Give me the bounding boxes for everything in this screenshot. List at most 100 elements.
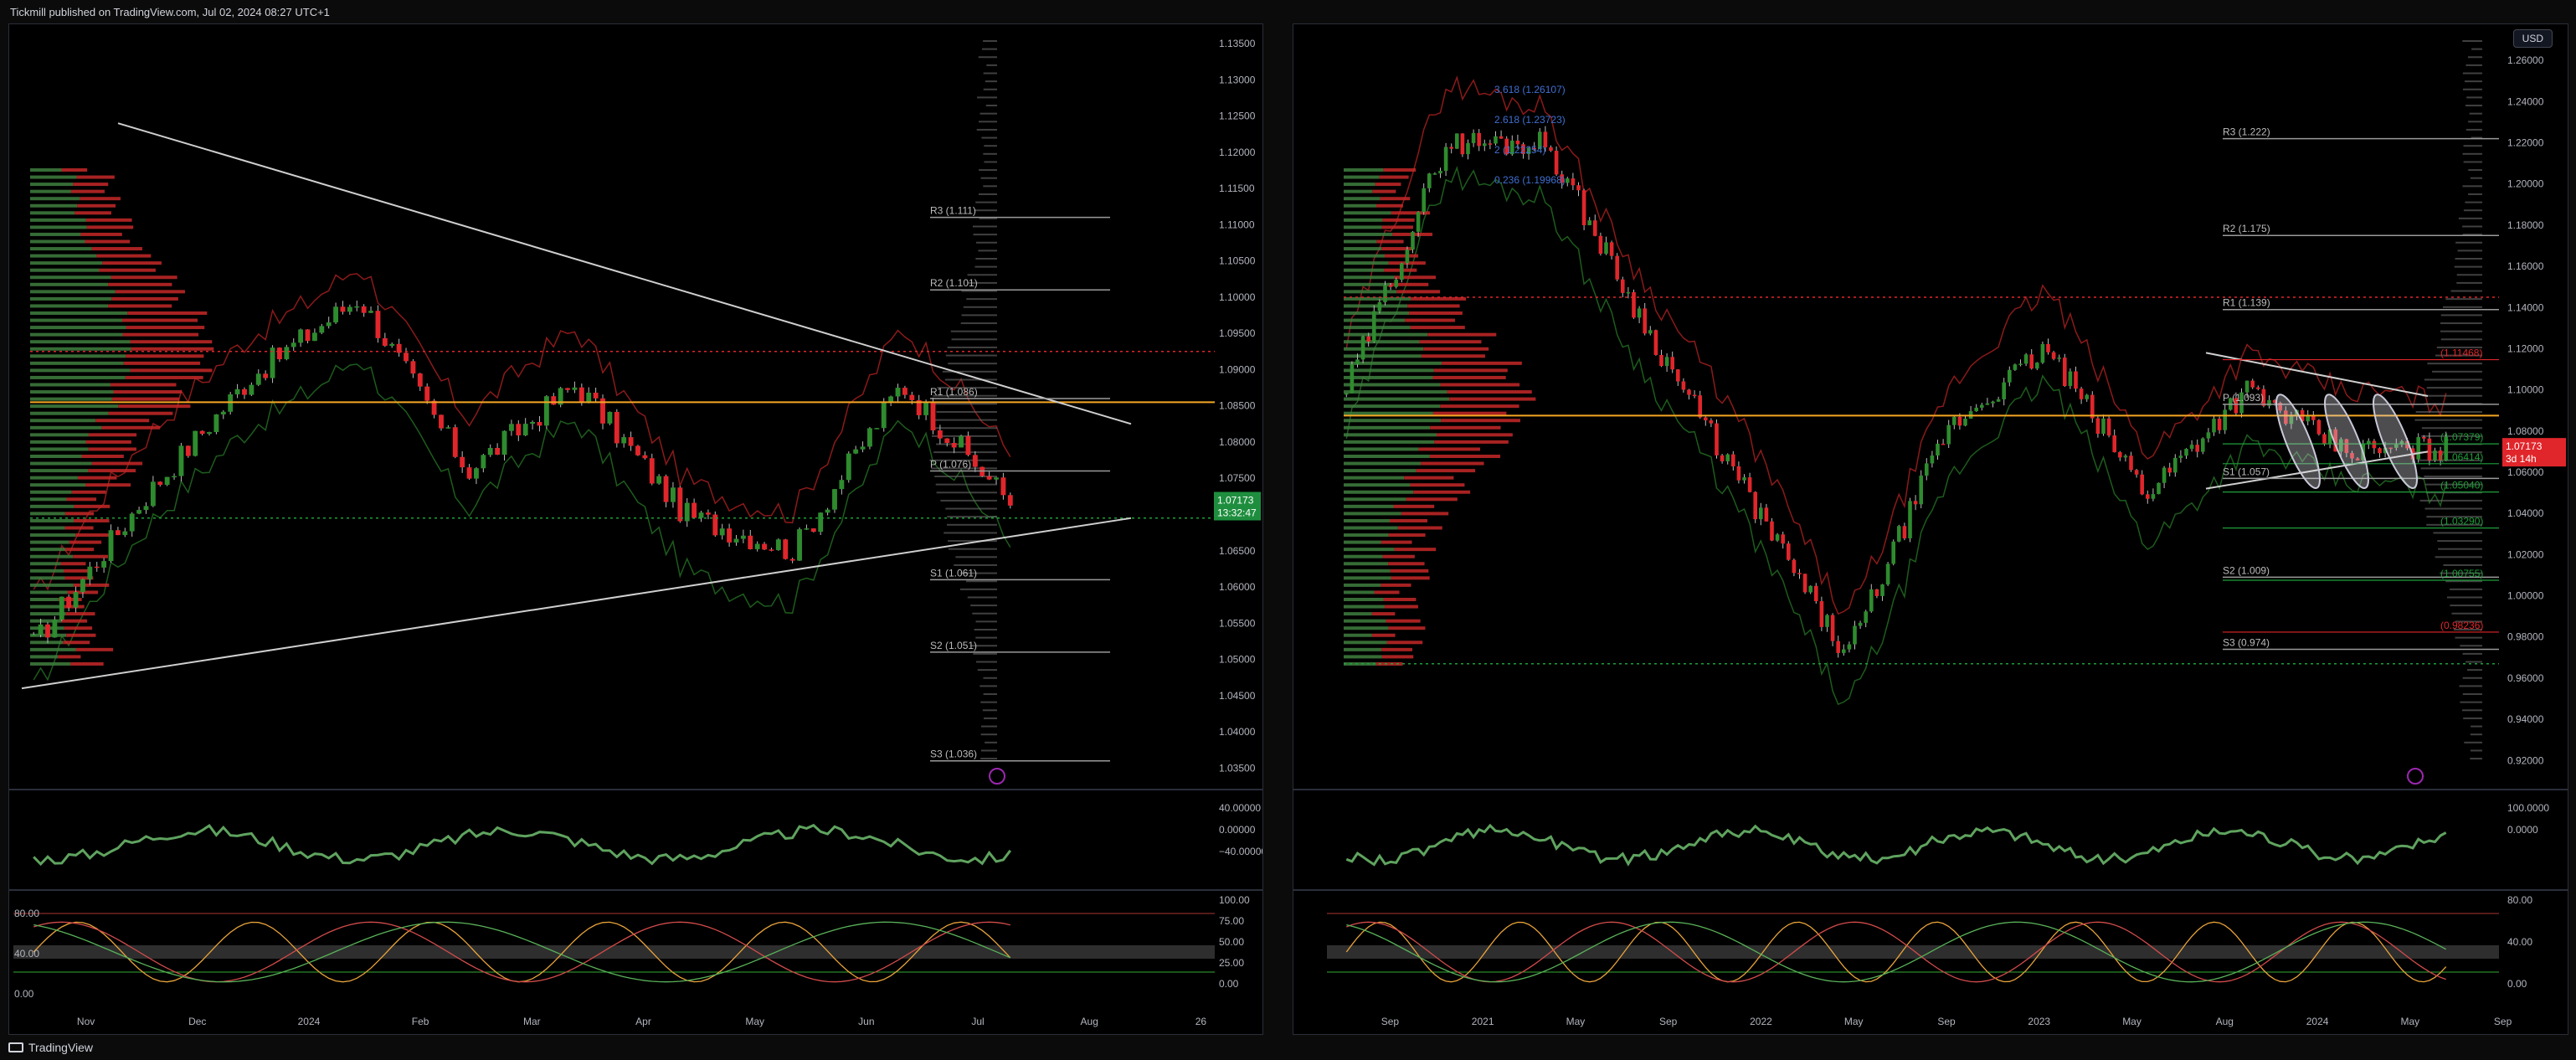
volume-profile-bar: [1410, 483, 1465, 487]
candle-body: [1560, 174, 1565, 183]
volume-histogram-bar: [935, 483, 997, 486]
candle-body: [1675, 369, 1680, 382]
candle-body: [2217, 419, 2222, 430]
last-price-badge: [2502, 438, 2566, 467]
volume-histogram-bar: [2471, 48, 2482, 50]
last-price-timer: 13:32:47: [1217, 507, 1257, 519]
volume-profile-bar: [64, 548, 95, 552]
volume-histogram-bar: [2421, 427, 2482, 430]
annotation-level-label: (1.11468): [2440, 347, 2482, 359]
currency-selector[interactable]: USD: [2512, 29, 2553, 48]
volume-profile-bar: [30, 347, 131, 351]
candle-body: [2239, 392, 2244, 414]
candle-body: [185, 445, 191, 456]
candle-body: [1609, 242, 1614, 256]
volume-profile-bar: [1382, 218, 1415, 222]
candle-body: [1786, 543, 1791, 560]
candle-body: [1957, 416, 1962, 426]
volume-histogram-bar: [944, 532, 997, 534]
volume-profile-bar: [80, 232, 122, 236]
volume-profile-bar: [1372, 189, 1396, 193]
stoch-line: [1346, 921, 2447, 983]
candle-body: [284, 347, 290, 360]
left-chart-svg[interactable]: 1.13500 1.13000 1.12500 1.12000 1.11500 1.110…: [9, 24, 1262, 1034]
volume-profile-bar: [1344, 419, 1442, 423]
volume-histogram-bar: [2462, 152, 2482, 155]
volume-profile-bar: [1344, 626, 1389, 630]
chart-panel-left[interactable]: 1.13500 1.13000 1.12500 1.12000 1.11500 1.110…: [8, 23, 1263, 1035]
volume-histogram-bar: [2432, 370, 2482, 373]
candle-body: [1422, 188, 1427, 213]
candle-body: [656, 476, 662, 484]
tradingview-logo[interactable]: TradingView: [8, 1041, 93, 1054]
volume-histogram-bar: [2468, 121, 2482, 123]
volume-profile-bar: [30, 318, 123, 322]
pivot-level-label: S3 (1.036): [930, 749, 977, 760]
volume-histogram-bar: [2471, 725, 2482, 728]
last-price-badge: [1214, 491, 1261, 521]
candle-body: [1576, 185, 1581, 191]
price-tick-label: 0.92000: [2507, 754, 2544, 766]
volume-profile-bar: [30, 647, 76, 651]
volume-profile-bar: [1407, 304, 1460, 308]
candle-body: [1416, 212, 1421, 232]
volume-profile-bar: [1376, 239, 1404, 244]
candle-body: [2289, 414, 2294, 425]
volume-profile-bar: [30, 504, 75, 508]
price-tick-label: 1.11500: [1219, 183, 1255, 194]
stoch-midband: [1327, 945, 2499, 959]
highlight-ellipse: [2275, 394, 2321, 489]
candle-body: [2438, 450, 2443, 461]
candle-body: [839, 480, 845, 490]
highlight-ellipse: [2373, 394, 2418, 489]
candle-body: [846, 453, 851, 481]
volume-histogram-bar: [947, 516, 997, 518]
candle-body: [1753, 491, 1758, 520]
volume-histogram-bar: [2462, 185, 2482, 188]
stoch-tick-label: 75.00: [1219, 915, 1244, 927]
candle-body: [692, 502, 697, 518]
volume-histogram-bar: [977, 669, 997, 672]
volume-profile-bar: [30, 483, 86, 487]
candle-body: [2167, 467, 2172, 473]
volume-histogram-bar: [933, 451, 997, 454]
volume-profile-bar: [1390, 282, 1429, 286]
volume-histogram-bar: [2424, 507, 2482, 510]
candle-body: [1565, 178, 1570, 183]
candle-body: [340, 306, 346, 312]
price-tick-label: 1.06500: [1219, 545, 1256, 557]
candle-body: [2433, 450, 2437, 461]
candle-body: [2195, 445, 2200, 452]
candle-body: [600, 398, 605, 424]
candle-body: [1775, 534, 1780, 541]
price-tick-label: 1.02000: [2507, 548, 2544, 560]
volume-profile-bar: [1344, 661, 1376, 666]
volume-profile-bar: [118, 404, 191, 409]
price-tick-label: 1.03500: [1219, 762, 1256, 774]
volume-profile-bar: [1344, 183, 1375, 187]
volume-profile-bar: [1344, 483, 1411, 487]
volume-profile-bar: [1437, 433, 1513, 437]
volume-profile-bar: [85, 239, 131, 244]
candle-body: [2223, 409, 2228, 430]
volume-profile-bar: [1381, 225, 1413, 229]
volume-histogram-bar: [2435, 354, 2482, 357]
volume-profile-bar: [1421, 461, 1484, 466]
volume-profile-bar: [1381, 647, 1413, 651]
candle-body: [578, 387, 584, 402]
footer: TradingView: [0, 1035, 2576, 1060]
volume-profile-bar: [73, 183, 109, 187]
volume-histogram-bar: [974, 628, 997, 630]
volume-histogram-bar: [2433, 532, 2482, 534]
candle-body: [1930, 455, 1935, 464]
chart-panel-right[interactable]: 1.26000 1.24000 1.22000 1.20000 1.18000 1.160…: [1293, 23, 2568, 1035]
volume-profile-bar: [1449, 397, 1536, 401]
volume-profile-bar: [30, 518, 74, 522]
candle-body: [2327, 429, 2332, 445]
volume-profile-bar: [1405, 318, 1455, 322]
pivot-level-label: P (1.093): [2223, 392, 2264, 404]
right-chart-svg[interactable]: 1.26000 1.24000 1.22000 1.20000 1.18000 1.160…: [1293, 24, 2568, 1034]
candle-body: [2018, 363, 2023, 365]
candle-body: [115, 530, 121, 536]
candle-body: [2051, 352, 2056, 359]
